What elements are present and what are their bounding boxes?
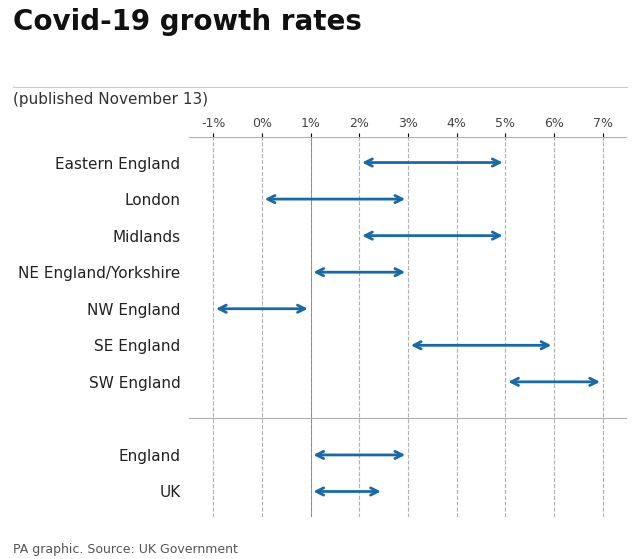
Text: PA graphic. Source: UK Government: PA graphic. Source: UK Government <box>13 543 237 556</box>
Text: (published November 13): (published November 13) <box>13 92 208 107</box>
Text: Covid-19 growth rates: Covid-19 growth rates <box>13 8 362 36</box>
